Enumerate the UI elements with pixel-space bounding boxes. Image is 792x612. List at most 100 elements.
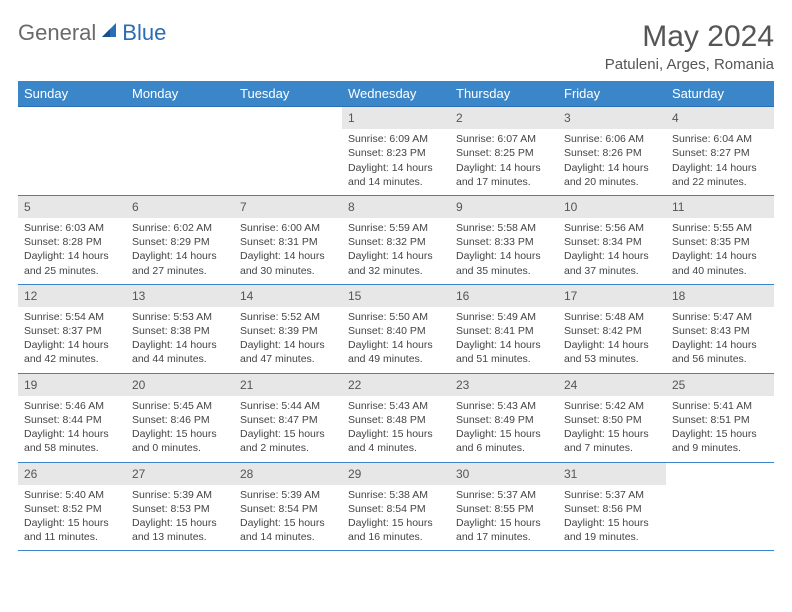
day-number: 5 — [18, 196, 126, 218]
day-number: 2 — [450, 107, 558, 129]
day-number: 24 — [558, 374, 666, 396]
calendar-day-cell — [126, 107, 234, 196]
day-detail: Sunrise: 5:58 AMSunset: 8:33 PMDaylight:… — [450, 218, 558, 284]
calendar-day-cell: 23Sunrise: 5:43 AMSunset: 8:49 PMDayligh… — [450, 373, 558, 462]
day-detail: Sunrise: 5:41 AMSunset: 8:51 PMDaylight:… — [666, 396, 774, 462]
day-number: 19 — [18, 374, 126, 396]
calendar-week-row: 5Sunrise: 6:03 AMSunset: 8:28 PMDaylight… — [18, 195, 774, 284]
day-detail: Sunrise: 5:39 AMSunset: 8:53 PMDaylight:… — [126, 485, 234, 551]
logo-text-general: General — [18, 20, 96, 46]
day-number: 15 — [342, 285, 450, 307]
day-number: 20 — [126, 374, 234, 396]
calendar-day-cell: 1Sunrise: 6:09 AMSunset: 8:23 PMDaylight… — [342, 107, 450, 196]
calendar-day-cell: 16Sunrise: 5:49 AMSunset: 8:41 PMDayligh… — [450, 284, 558, 373]
day-number: 25 — [666, 374, 774, 396]
day-number: 21 — [234, 374, 342, 396]
day-detail: Sunrise: 5:49 AMSunset: 8:41 PMDaylight:… — [450, 307, 558, 373]
day-detail: Sunrise: 5:42 AMSunset: 8:50 PMDaylight:… — [558, 396, 666, 462]
calendar-day-cell: 3Sunrise: 6:06 AMSunset: 8:26 PMDaylight… — [558, 107, 666, 196]
day-detail: Sunrise: 5:52 AMSunset: 8:39 PMDaylight:… — [234, 307, 342, 373]
day-number: 1 — [342, 107, 450, 129]
calendar-day-cell: 17Sunrise: 5:48 AMSunset: 8:42 PMDayligh… — [558, 284, 666, 373]
calendar-body: 1Sunrise: 6:09 AMSunset: 8:23 PMDaylight… — [18, 107, 774, 551]
day-number: 12 — [18, 285, 126, 307]
day-detail: Sunrise: 6:03 AMSunset: 8:28 PMDaylight:… — [18, 218, 126, 284]
calendar-head: SundayMondayTuesdayWednesdayThursdayFrid… — [18, 81, 774, 107]
weekday-header: Friday — [558, 81, 666, 107]
day-number: 27 — [126, 463, 234, 485]
day-detail: Sunrise: 5:37 AMSunset: 8:55 PMDaylight:… — [450, 485, 558, 551]
day-number: 28 — [234, 463, 342, 485]
day-detail: Sunrise: 6:07 AMSunset: 8:25 PMDaylight:… — [450, 129, 558, 195]
day-detail: Sunrise: 6:09 AMSunset: 8:23 PMDaylight:… — [342, 129, 450, 195]
calendar-week-row: 26Sunrise: 5:40 AMSunset: 8:52 PMDayligh… — [18, 462, 774, 551]
logo: General Blue — [18, 20, 166, 46]
day-detail: Sunrise: 5:45 AMSunset: 8:46 PMDaylight:… — [126, 396, 234, 462]
calendar-week-row: 1Sunrise: 6:09 AMSunset: 8:23 PMDaylight… — [18, 107, 774, 196]
day-number: 7 — [234, 196, 342, 218]
calendar-day-cell: 30Sunrise: 5:37 AMSunset: 8:55 PMDayligh… — [450, 462, 558, 551]
calendar-day-cell: 7Sunrise: 6:00 AMSunset: 8:31 PMDaylight… — [234, 195, 342, 284]
logo-text-blue: Blue — [122, 20, 166, 46]
day-number: 17 — [558, 285, 666, 307]
day-number: 9 — [450, 196, 558, 218]
day-detail: Sunrise: 5:47 AMSunset: 8:43 PMDaylight:… — [666, 307, 774, 373]
day-number: 18 — [666, 285, 774, 307]
day-number: 6 — [126, 196, 234, 218]
day-detail: Sunrise: 5:43 AMSunset: 8:48 PMDaylight:… — [342, 396, 450, 462]
weekday-header: Saturday — [666, 81, 774, 107]
day-detail: Sunrise: 6:06 AMSunset: 8:26 PMDaylight:… — [558, 129, 666, 195]
calendar-table: SundayMondayTuesdayWednesdayThursdayFrid… — [18, 81, 774, 551]
logo-sail-icon — [100, 21, 120, 46]
day-number: 26 — [18, 463, 126, 485]
calendar-day-cell — [234, 107, 342, 196]
day-number: 30 — [450, 463, 558, 485]
day-number: 11 — [666, 196, 774, 218]
day-detail: Sunrise: 5:43 AMSunset: 8:49 PMDaylight:… — [450, 396, 558, 462]
calendar-day-cell: 6Sunrise: 6:02 AMSunset: 8:29 PMDaylight… — [126, 195, 234, 284]
day-detail: Sunrise: 5:56 AMSunset: 8:34 PMDaylight:… — [558, 218, 666, 284]
calendar-day-cell: 12Sunrise: 5:54 AMSunset: 8:37 PMDayligh… — [18, 284, 126, 373]
calendar-day-cell: 21Sunrise: 5:44 AMSunset: 8:47 PMDayligh… — [234, 373, 342, 462]
calendar-day-cell: 25Sunrise: 5:41 AMSunset: 8:51 PMDayligh… — [666, 373, 774, 462]
calendar-day-cell: 9Sunrise: 5:58 AMSunset: 8:33 PMDaylight… — [450, 195, 558, 284]
day-detail: Sunrise: 5:44 AMSunset: 8:47 PMDaylight:… — [234, 396, 342, 462]
weekday-header: Sunday — [18, 81, 126, 107]
day-detail: Sunrise: 5:40 AMSunset: 8:52 PMDaylight:… — [18, 485, 126, 551]
title-block: May 2024 Patuleni, Arges, Romania — [605, 20, 774, 73]
calendar-day-cell: 10Sunrise: 5:56 AMSunset: 8:34 PMDayligh… — [558, 195, 666, 284]
day-detail: Sunrise: 5:38 AMSunset: 8:54 PMDaylight:… — [342, 485, 450, 551]
weekday-header: Monday — [126, 81, 234, 107]
day-detail: Sunrise: 5:48 AMSunset: 8:42 PMDaylight:… — [558, 307, 666, 373]
calendar-day-cell: 2Sunrise: 6:07 AMSunset: 8:25 PMDaylight… — [450, 107, 558, 196]
calendar-day-cell: 19Sunrise: 5:46 AMSunset: 8:44 PMDayligh… — [18, 373, 126, 462]
calendar-day-cell — [18, 107, 126, 196]
calendar-day-cell: 31Sunrise: 5:37 AMSunset: 8:56 PMDayligh… — [558, 462, 666, 551]
calendar-day-cell: 20Sunrise: 5:45 AMSunset: 8:46 PMDayligh… — [126, 373, 234, 462]
weekday-header: Tuesday — [234, 81, 342, 107]
header: General Blue May 2024 Patuleni, Arges, R… — [18, 20, 774, 73]
calendar-day-cell: 11Sunrise: 5:55 AMSunset: 8:35 PMDayligh… — [666, 195, 774, 284]
calendar-day-cell: 5Sunrise: 6:03 AMSunset: 8:28 PMDaylight… — [18, 195, 126, 284]
calendar-day-cell: 4Sunrise: 6:04 AMSunset: 8:27 PMDaylight… — [666, 107, 774, 196]
calendar-week-row: 19Sunrise: 5:46 AMSunset: 8:44 PMDayligh… — [18, 373, 774, 462]
day-detail: Sunrise: 5:37 AMSunset: 8:56 PMDaylight:… — [558, 485, 666, 551]
day-detail: Sunrise: 5:55 AMSunset: 8:35 PMDaylight:… — [666, 218, 774, 284]
calendar-day-cell: 27Sunrise: 5:39 AMSunset: 8:53 PMDayligh… — [126, 462, 234, 551]
day-detail: Sunrise: 5:46 AMSunset: 8:44 PMDaylight:… — [18, 396, 126, 462]
day-number: 31 — [558, 463, 666, 485]
day-number: 22 — [342, 374, 450, 396]
day-detail: Sunrise: 5:53 AMSunset: 8:38 PMDaylight:… — [126, 307, 234, 373]
day-detail: Sunrise: 6:04 AMSunset: 8:27 PMDaylight:… — [666, 129, 774, 195]
day-detail: Sunrise: 5:54 AMSunset: 8:37 PMDaylight:… — [18, 307, 126, 373]
calendar-day-cell: 8Sunrise: 5:59 AMSunset: 8:32 PMDaylight… — [342, 195, 450, 284]
calendar-day-cell: 22Sunrise: 5:43 AMSunset: 8:48 PMDayligh… — [342, 373, 450, 462]
day-number: 13 — [126, 285, 234, 307]
day-number: 16 — [450, 285, 558, 307]
calendar-week-row: 12Sunrise: 5:54 AMSunset: 8:37 PMDayligh… — [18, 284, 774, 373]
day-number: 14 — [234, 285, 342, 307]
calendar-day-cell: 14Sunrise: 5:52 AMSunset: 8:39 PMDayligh… — [234, 284, 342, 373]
day-number: 4 — [666, 107, 774, 129]
calendar-day-cell: 24Sunrise: 5:42 AMSunset: 8:50 PMDayligh… — [558, 373, 666, 462]
day-number: 8 — [342, 196, 450, 218]
